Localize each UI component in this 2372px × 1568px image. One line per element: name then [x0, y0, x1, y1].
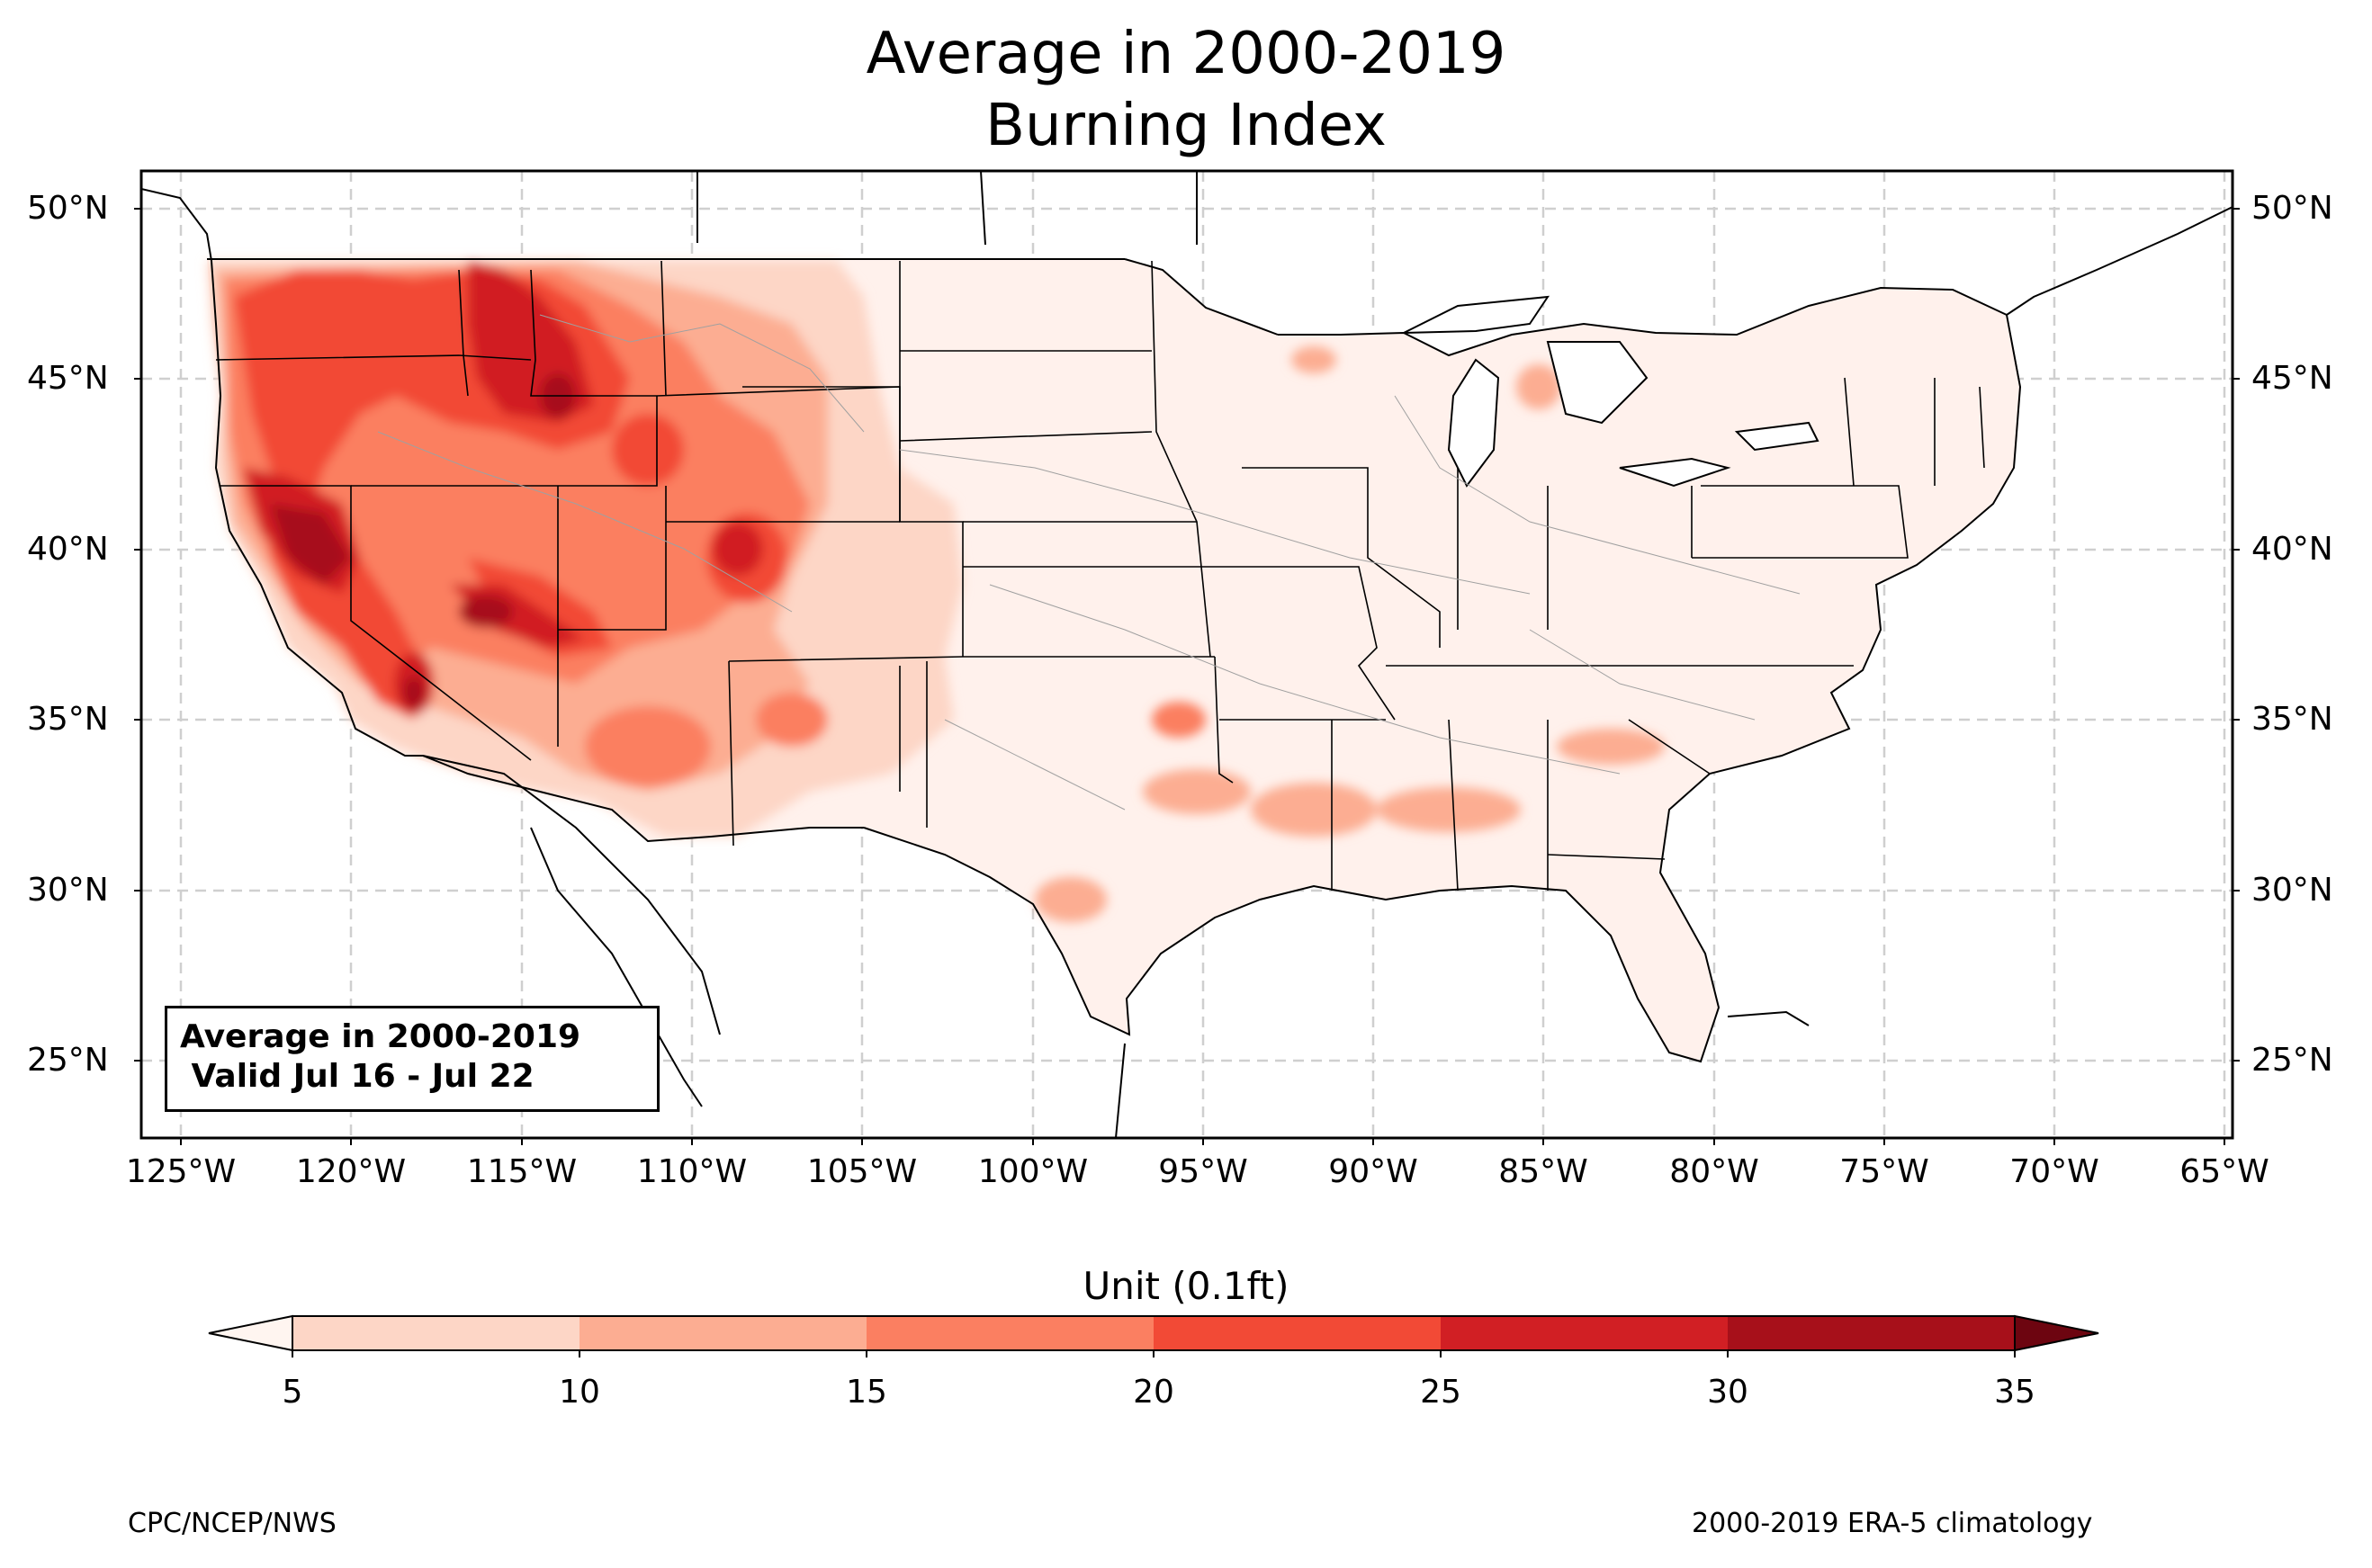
colorbar-extend-high: [2014, 1314, 2099, 1352]
lat-label-30n-right: 30°N: [2251, 872, 2333, 909]
lat-label-45n-left: 45°N: [27, 360, 109, 397]
chart-title-line2: Burning Index: [985, 93, 1387, 159]
burning-index-fill: [207, 261, 1665, 922]
lat-label-40n-left: 40°N: [27, 531, 109, 568]
lat-label-30n-left: 30°N: [27, 872, 109, 909]
colorbar-bin-15-20: [867, 1316, 1154, 1350]
colorbar-tick-35: 35: [1994, 1374, 2035, 1411]
lon-label-95w: 95°W: [1158, 1153, 1248, 1190]
valid-period-box: Average in 2000-2019 Valid Jul 16 - Jul …: [165, 1006, 660, 1112]
lon-label-75w: 75°W: [1839, 1153, 1929, 1190]
lat-label-35n-right: 35°N: [2251, 701, 2333, 738]
chart-title-line1: Average in 2000-2019: [866, 21, 1506, 87]
lat-label-40n-right: 40°N: [2251, 531, 2333, 568]
lon-label-80w: 80°W: [1669, 1153, 1759, 1190]
lon-label-110w: 110°W: [636, 1153, 748, 1190]
lon-label-125w: 125°W: [125, 1153, 237, 1190]
lon-label-105w: 105°W: [806, 1153, 918, 1190]
lat-label-45n-right: 45°N: [2251, 360, 2333, 397]
coastlines: [141, 171, 2233, 1138]
colorbar: [208, 1314, 2099, 1357]
lon-label-90w: 90°W: [1328, 1153, 1418, 1190]
map-frame: [139, 169, 2234, 1140]
lat-label-50n-left: 50°N: [27, 190, 109, 227]
lon-label-100w: 100°W: [977, 1153, 1089, 1190]
lat-label-25n-left: 25°N: [27, 1042, 109, 1079]
colorbar-bin-25-30: [1441, 1316, 1728, 1350]
colorbar-tick-10: 10: [559, 1374, 600, 1411]
colorbar-tick-30: 30: [1707, 1374, 1748, 1411]
lat-label-35n-left: 35°N: [27, 701, 109, 738]
axis-ticks: [134, 208, 2240, 1145]
colorbar-bin-20-25: [1154, 1316, 1441, 1350]
colorbar-bin-30-35: [1728, 1316, 2015, 1350]
colorbar-tick-20: 20: [1133, 1374, 1174, 1411]
colorbar-tick-5: 5: [282, 1374, 303, 1411]
lon-label-115w: 115°W: [466, 1153, 578, 1190]
minor-boundaries: [377, 314, 1801, 811]
colorbar-tick-15: 15: [846, 1374, 887, 1411]
state-borders: [215, 260, 1985, 892]
lat-label-50n-right: 50°N: [2251, 190, 2333, 227]
lon-label-85w: 85°W: [1498, 1153, 1588, 1190]
valid-box-line1: Average in 2000-2019: [180, 1018, 581, 1055]
colorbar-extend-low: [208, 1314, 293, 1352]
lon-label-65w: 65°W: [2179, 1153, 2269, 1190]
colorbar-tick-25: 25: [1420, 1374, 1461, 1411]
lat-label-25n-right: 25°N: [2251, 1042, 2333, 1079]
great-lakes: [1403, 295, 1819, 488]
footer-climatology: 2000-2019 ERA-5 climatology: [1692, 1508, 2093, 1539]
colorbar-unit-label: Unit (0.1ft): [1083, 1264, 1289, 1308]
colorbar-bin-10-15: [580, 1316, 867, 1350]
lon-label-70w: 70°W: [2009, 1153, 2099, 1190]
valid-box-line2: Valid Jul 16 - Jul 22: [180, 1058, 535, 1095]
lon-label-120w: 120°W: [295, 1153, 407, 1190]
colorbar-bin-5-10: [292, 1316, 580, 1350]
footer-source: CPC/NCEP/NWS: [128, 1508, 337, 1539]
